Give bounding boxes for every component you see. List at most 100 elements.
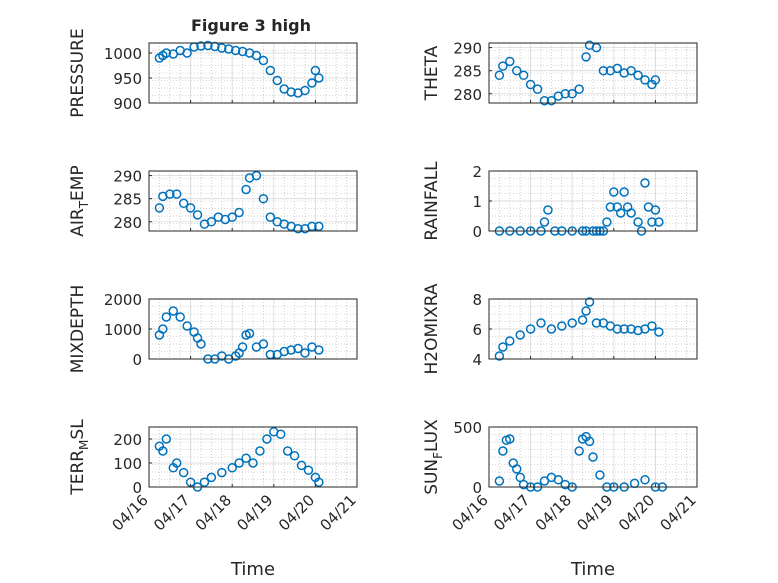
data-point xyxy=(178,467,189,478)
y-tick-label: 100 xyxy=(113,455,142,473)
y-tick-label: 200 xyxy=(113,431,142,449)
data-point xyxy=(251,50,262,61)
data-point xyxy=(650,205,661,215)
x-tick-label: 04/16 xyxy=(109,491,152,534)
data-point xyxy=(258,339,269,349)
axes-box xyxy=(148,42,358,104)
data-point xyxy=(248,458,258,468)
data-point xyxy=(314,345,324,355)
y-tick-label: 0 xyxy=(472,223,482,241)
y-tick-label: 900 xyxy=(113,95,142,113)
data-point xyxy=(498,61,508,71)
data-point xyxy=(525,79,536,90)
data-point xyxy=(178,198,189,209)
y-axis-label: H2OMIXRA xyxy=(422,283,442,374)
data-point xyxy=(560,89,571,99)
data-point xyxy=(494,476,505,486)
series xyxy=(154,170,324,234)
data-point xyxy=(584,436,595,447)
y-tick-label: 6 xyxy=(472,321,482,339)
data-point xyxy=(615,208,626,218)
axes-box xyxy=(488,426,698,488)
data-point xyxy=(199,477,210,487)
data-point xyxy=(227,463,237,473)
x-tick-label: 04/17 xyxy=(490,491,533,534)
data-point xyxy=(647,321,657,331)
data-point xyxy=(525,324,536,334)
data-point xyxy=(206,217,217,227)
data-point xyxy=(515,330,525,340)
axes-box xyxy=(148,170,358,232)
y-axis-label: SUNFLUX xyxy=(422,419,445,495)
data-point xyxy=(234,207,244,218)
y-tick-label: 0 xyxy=(472,479,482,497)
data-point xyxy=(314,73,324,83)
data-point xyxy=(158,324,168,334)
x-tick-label: 04/20 xyxy=(275,491,318,534)
data-point xyxy=(612,324,623,334)
data-point xyxy=(553,475,564,485)
data-point xyxy=(588,452,598,462)
y-axis-label: TERRMSL xyxy=(68,419,91,496)
data-point xyxy=(196,41,206,51)
grid xyxy=(488,426,698,488)
data-point xyxy=(192,210,203,220)
y-tick-label: 1000 xyxy=(104,321,142,339)
data-point xyxy=(293,343,303,354)
data-point xyxy=(505,336,515,346)
data-point xyxy=(310,65,321,76)
series xyxy=(494,40,661,106)
data-point xyxy=(498,446,508,456)
data-point xyxy=(171,458,182,468)
y-tick-label: 8 xyxy=(472,291,482,309)
data-point xyxy=(255,446,265,456)
x-tick-label: 04/19 xyxy=(573,491,616,534)
y-tick-label: 950 xyxy=(113,70,142,88)
data-point xyxy=(567,318,577,328)
y-tick-label: 1 xyxy=(472,193,482,211)
series xyxy=(154,306,324,364)
data-point xyxy=(602,217,612,227)
data-point xyxy=(518,70,529,81)
data-point xyxy=(619,187,629,197)
y-tick-label: 285 xyxy=(453,63,482,81)
x-axis-label: Time xyxy=(570,559,615,580)
data-point xyxy=(282,446,293,456)
x-axis-label: Time xyxy=(230,559,275,580)
data-point xyxy=(307,221,317,232)
data-point xyxy=(161,312,172,322)
data-point xyxy=(241,453,251,463)
subplot-theta: 280 285 290 THETA xyxy=(422,40,698,106)
y-tick-label: 290 xyxy=(453,40,482,58)
data-point xyxy=(275,429,286,439)
data-point xyxy=(182,48,192,58)
data-point xyxy=(647,217,657,227)
data-point xyxy=(640,475,650,485)
data-point xyxy=(300,348,310,358)
data-point xyxy=(626,324,636,334)
data-point xyxy=(165,189,175,199)
data-point xyxy=(230,45,241,56)
y-axis-label: PRESSURE xyxy=(68,28,88,117)
y-tick-label: 2 xyxy=(472,163,482,181)
data-point xyxy=(300,85,310,96)
data-point xyxy=(640,75,650,85)
x-tick-label: 04/21 xyxy=(657,491,700,534)
data-point xyxy=(591,42,602,53)
grid xyxy=(148,427,358,488)
data-point xyxy=(279,346,289,357)
data-point xyxy=(511,464,522,474)
data-point xyxy=(203,40,213,51)
grid xyxy=(488,298,698,360)
y-axis-label: THETA xyxy=(422,45,442,101)
data-point xyxy=(161,48,172,58)
data-point xyxy=(609,187,619,197)
data-point xyxy=(536,318,546,328)
data-point xyxy=(258,55,269,66)
data-point xyxy=(494,70,505,81)
data-point xyxy=(244,328,255,339)
data-point xyxy=(567,89,577,99)
data-point xyxy=(227,212,237,222)
